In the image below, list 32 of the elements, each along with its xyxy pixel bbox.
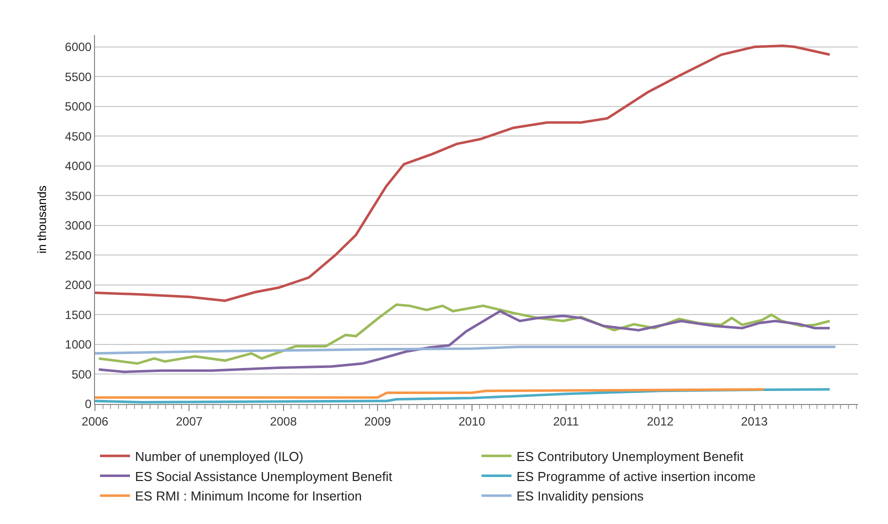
line-series xyxy=(98,310,831,374)
x-tick-label: 2007 xyxy=(176,414,203,428)
y-tick-label: 5000 xyxy=(64,100,92,114)
line-series xyxy=(95,44,831,302)
y-axis-title: in thousands xyxy=(35,185,50,254)
legend-label: ES Programme of active insertion income xyxy=(516,468,756,484)
line-series xyxy=(95,346,837,355)
line-series xyxy=(95,388,766,399)
y-tick-label: 2000 xyxy=(64,278,92,292)
x-tick-label: 2011 xyxy=(553,414,580,428)
x-tick-label: 2012 xyxy=(646,414,674,428)
y-tick-label: 3000 xyxy=(64,218,92,233)
legend-label: ES Social Assistance Unemployment Benefit xyxy=(135,468,393,484)
x-tick-label: 2013 xyxy=(741,414,768,428)
x-tick-label: 2006 xyxy=(82,414,109,428)
y-tick-label: 500 xyxy=(72,367,92,382)
legend-label: ES Contributory Unemployment Benefit xyxy=(516,448,744,464)
y-tick-label: 1500 xyxy=(64,308,92,322)
x-tick-label: 2008 xyxy=(270,414,298,428)
y-tick-label: 4500 xyxy=(64,129,92,144)
x-tick-label: 2010 xyxy=(458,414,486,428)
y-tick-label: 0 xyxy=(84,397,92,412)
legend-label: ES Invalidity pensions xyxy=(516,488,644,504)
y-tick-label: 2500 xyxy=(64,248,92,262)
y-tick-label: 4000 xyxy=(64,159,92,174)
y-tick-label: 1000 xyxy=(64,338,92,352)
y-tick-label: 3500 xyxy=(64,188,92,203)
y-tick-label: 6000 xyxy=(64,40,92,54)
legend-label: ES RMI : Minimum Income for Insertion xyxy=(135,488,362,504)
x-tick-label: 2009 xyxy=(364,414,392,428)
legend-label: Number of unemployed (ILO) xyxy=(135,448,304,464)
y-tick-label: 5500 xyxy=(64,70,92,84)
